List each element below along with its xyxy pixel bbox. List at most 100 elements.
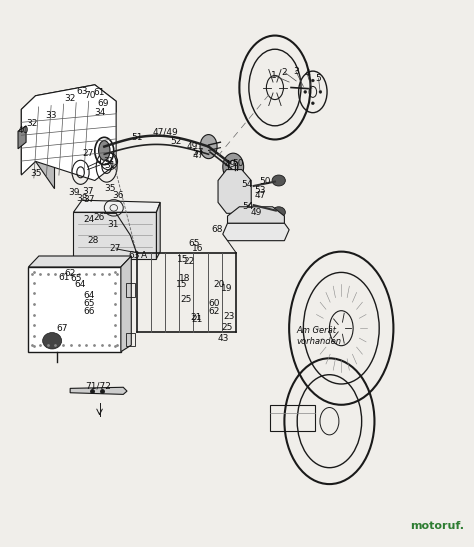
- Text: motoruf.: motoruf.: [410, 521, 465, 531]
- Text: 18: 18: [179, 275, 191, 283]
- Text: 54: 54: [241, 181, 252, 189]
- Text: 52: 52: [171, 137, 182, 146]
- Text: 40: 40: [17, 126, 28, 135]
- Text: 35: 35: [30, 170, 42, 178]
- Ellipse shape: [200, 135, 217, 159]
- Polygon shape: [218, 170, 251, 213]
- Text: 49: 49: [250, 208, 262, 217]
- Bar: [126, 283, 135, 297]
- Text: 20: 20: [213, 280, 225, 289]
- Polygon shape: [228, 207, 284, 223]
- Ellipse shape: [43, 333, 62, 349]
- Text: 49: 49: [224, 160, 236, 168]
- Text: 54: 54: [243, 202, 254, 211]
- Text: 65: 65: [83, 299, 95, 308]
- Text: 28: 28: [88, 236, 99, 245]
- Text: 21: 21: [191, 313, 202, 322]
- Text: 27: 27: [82, 149, 93, 158]
- Circle shape: [311, 102, 314, 104]
- Text: 49: 49: [186, 142, 198, 151]
- Text: 22: 22: [183, 257, 194, 266]
- Polygon shape: [18, 126, 26, 149]
- Text: 27: 27: [109, 245, 120, 253]
- Text: 2: 2: [282, 68, 287, 77]
- Text: A: A: [141, 252, 146, 260]
- Text: 68: 68: [211, 225, 223, 234]
- Text: 15: 15: [176, 280, 188, 289]
- Bar: [126, 333, 135, 346]
- Text: 47: 47: [254, 191, 265, 200]
- Text: 31: 31: [107, 220, 118, 229]
- Text: 25: 25: [181, 295, 192, 304]
- Circle shape: [311, 79, 314, 82]
- Text: 19: 19: [221, 284, 232, 293]
- Text: 35: 35: [105, 184, 116, 193]
- Text: 67: 67: [57, 324, 68, 333]
- Polygon shape: [28, 256, 131, 267]
- Text: 38: 38: [76, 194, 88, 202]
- Ellipse shape: [272, 175, 285, 186]
- Text: 65: 65: [189, 239, 200, 248]
- Polygon shape: [21, 96, 36, 174]
- Bar: [270, 405, 315, 431]
- Text: 70: 70: [84, 91, 96, 100]
- Text: 47: 47: [192, 152, 204, 160]
- Text: 47/49: 47/49: [153, 128, 179, 137]
- Polygon shape: [28, 267, 121, 352]
- Text: 3: 3: [293, 67, 299, 75]
- Text: 32: 32: [27, 119, 38, 127]
- Text: 64: 64: [74, 280, 85, 289]
- Text: 66: 66: [83, 307, 95, 316]
- Text: 57: 57: [192, 148, 204, 156]
- Text: 43: 43: [217, 334, 228, 342]
- Text: 51: 51: [132, 133, 143, 142]
- Polygon shape: [73, 200, 160, 212]
- Text: 64: 64: [83, 291, 95, 300]
- Ellipse shape: [99, 141, 110, 160]
- Text: 23: 23: [223, 312, 235, 321]
- Text: 61: 61: [94, 89, 105, 97]
- Text: 69: 69: [98, 100, 109, 108]
- Text: 62: 62: [64, 269, 76, 278]
- Text: 26: 26: [94, 213, 105, 222]
- Text: 65: 65: [70, 275, 82, 283]
- Polygon shape: [36, 96, 55, 189]
- Polygon shape: [121, 256, 131, 352]
- Text: 63: 63: [76, 88, 88, 96]
- Text: 50: 50: [232, 159, 244, 167]
- Text: 25: 25: [222, 323, 233, 331]
- Text: Am Gerät
vorhanden: Am Gerät vorhanden: [296, 327, 341, 346]
- Text: 71/72: 71/72: [86, 381, 111, 390]
- Polygon shape: [70, 387, 127, 394]
- Text: 24: 24: [83, 216, 95, 224]
- Text: 37: 37: [82, 187, 93, 196]
- Text: 36: 36: [112, 191, 123, 200]
- Polygon shape: [223, 223, 289, 241]
- Text: 53: 53: [254, 186, 265, 195]
- Text: 15: 15: [177, 255, 188, 264]
- Text: 4: 4: [304, 69, 310, 78]
- Circle shape: [319, 90, 322, 94]
- Ellipse shape: [223, 153, 244, 181]
- Text: 16: 16: [192, 245, 204, 253]
- Text: 61: 61: [58, 274, 70, 282]
- Text: 5: 5: [316, 74, 321, 83]
- Text: 33: 33: [46, 112, 57, 120]
- Text: 62: 62: [209, 307, 220, 316]
- Text: 50: 50: [260, 177, 271, 186]
- Text: 34: 34: [94, 108, 105, 117]
- Text: 63: 63: [128, 252, 139, 260]
- Text: 39: 39: [68, 188, 80, 197]
- Text: 32: 32: [64, 94, 76, 103]
- Text: 31: 31: [104, 161, 116, 170]
- Text: 1: 1: [271, 71, 277, 80]
- Polygon shape: [156, 202, 160, 259]
- Polygon shape: [73, 212, 156, 259]
- Polygon shape: [36, 85, 116, 123]
- Ellipse shape: [228, 160, 238, 173]
- Text: 37: 37: [83, 195, 94, 204]
- Text: 31: 31: [104, 157, 114, 166]
- Polygon shape: [21, 85, 116, 181]
- Text: 60: 60: [209, 299, 220, 308]
- Ellipse shape: [272, 207, 285, 218]
